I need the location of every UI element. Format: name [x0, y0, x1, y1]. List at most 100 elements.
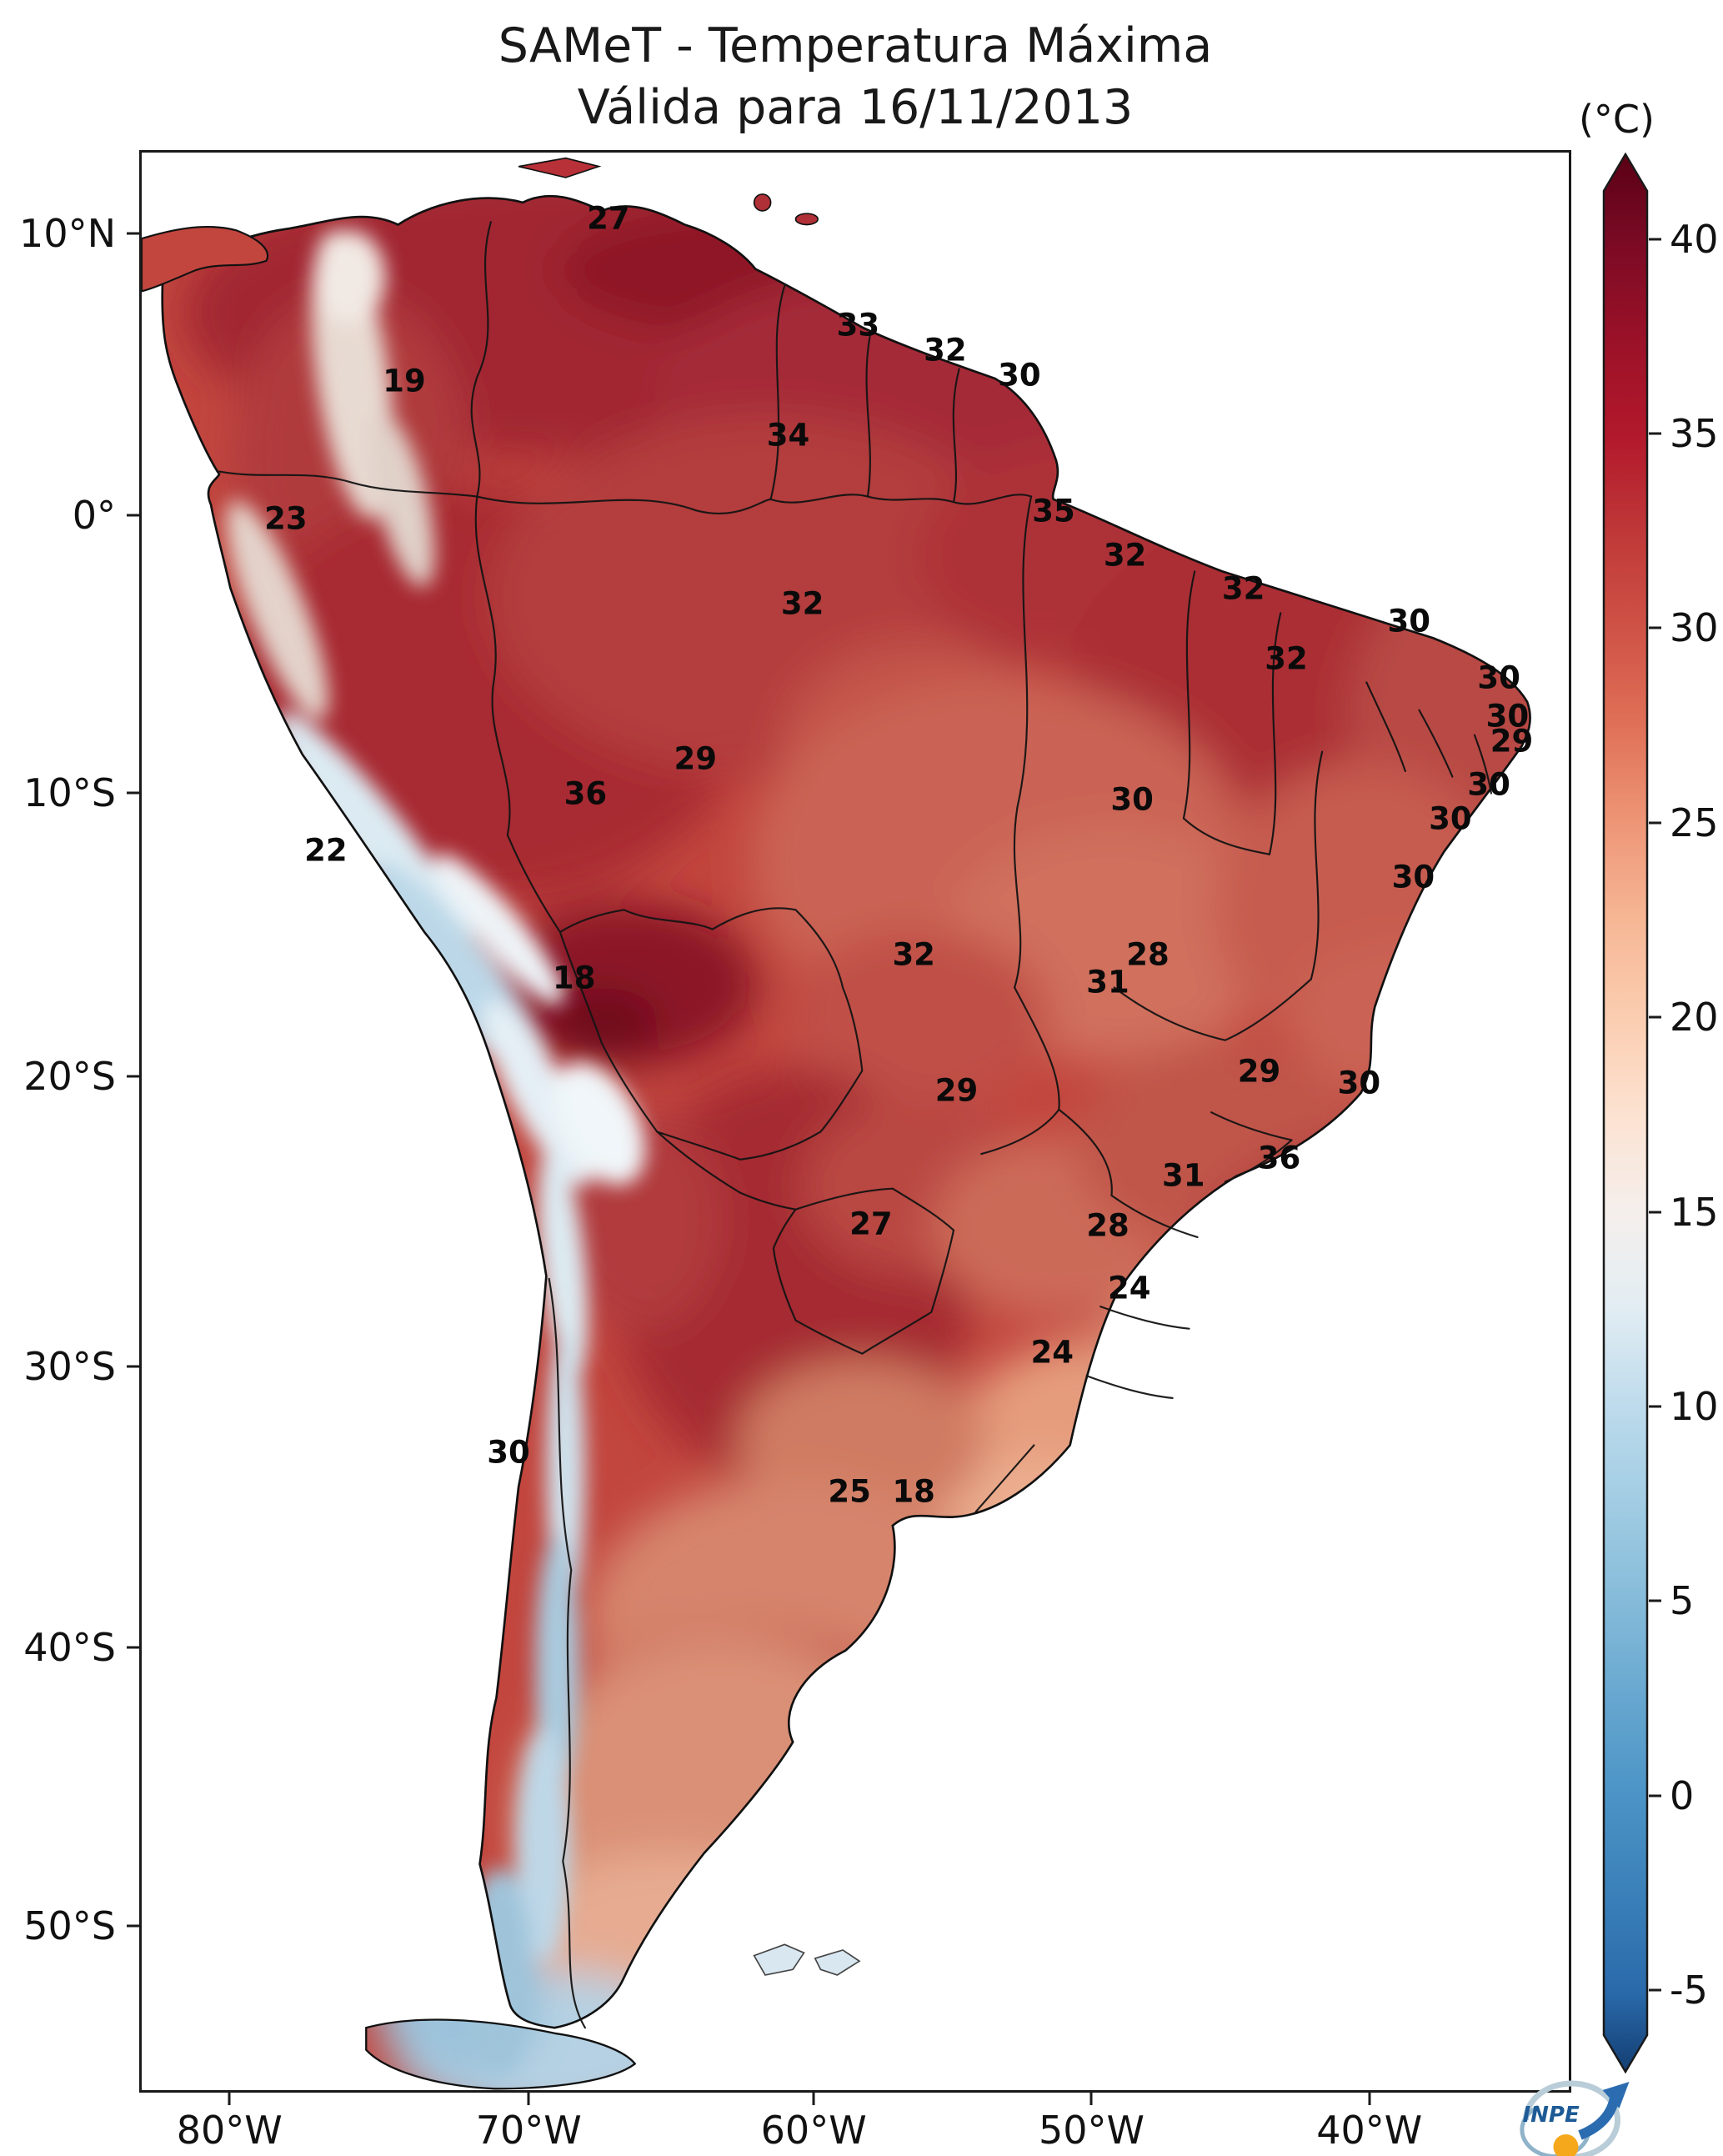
lat-tick-label: 50°S [23, 1903, 116, 1948]
lon-tick-label: 40°W [1316, 2108, 1423, 2153]
tierra-del-fuego-coastline [365, 2018, 637, 2090]
temperature-label: 30 [998, 357, 1041, 394]
temperature-label: 29 [934, 1072, 979, 1109]
temperature-label: 32 [1221, 570, 1265, 607]
temperature-label: 32 [780, 585, 824, 622]
south-america-coastline [161, 194, 1531, 2029]
colorbar-tick-mark [1649, 821, 1661, 825]
temperature-label: 30 [1429, 800, 1472, 837]
lon-tick-mark [1368, 2093, 1371, 2105]
title-line-1: SAMeT - Temperatura Máxima [498, 18, 1213, 73]
colorbar-tick-label: -5 [1670, 1968, 1708, 2013]
lat-tick-mark [127, 791, 139, 795]
temperature-label: 29 [1237, 1053, 1281, 1090]
lon-tick-label: 60°W [760, 2108, 867, 2153]
temperature-label: 22 [304, 832, 348, 869]
temperature-label: 34 [766, 417, 810, 454]
lon-tick-mark [527, 2093, 530, 2105]
temperature-label: 30 [1387, 603, 1431, 639]
temperature-label: 30 [1110, 781, 1154, 818]
colorbar-tick-label: 20 [1670, 995, 1719, 1040]
temperature-label: 24 [1107, 1270, 1151, 1306]
colorbar-tick-mark [1649, 626, 1661, 629]
lon-tick-mark [812, 2093, 815, 2105]
temperature-label: 36 [563, 775, 608, 812]
colorbar-tick-label: 0 [1670, 1772, 1695, 1818]
figure-title: SAMeT - Temperatura Máxima Válida para 1… [139, 15, 1571, 138]
colorbar-tick-mark [1649, 1405, 1661, 1408]
temperature-label: 33 [836, 307, 880, 343]
longitude-axis: 80°W 70°W 60°W 50°W 40°W [139, 2093, 1571, 2156]
falkland-island-west [753, 1943, 805, 1976]
temperature-label: 31 [1162, 1157, 1205, 1194]
colorbar-tick-label: 5 [1670, 1578, 1695, 1624]
temperature-label: 19 [383, 363, 426, 399]
lat-tick-mark [127, 1075, 139, 1078]
colorbar-tick-label: 25 [1670, 800, 1719, 845]
temperature-label: 30 [1467, 766, 1510, 803]
falkland-island-east [814, 1949, 861, 1976]
temperature-label: 28 [1086, 1207, 1129, 1244]
lat-tick-label: 0° [72, 493, 116, 539]
colorbar-gradient [1602, 152, 1649, 2074]
colorbar-tick-label: 15 [1670, 1189, 1719, 1235]
colorbar-tick-mark [1649, 1211, 1661, 1214]
temperature-label: 27 [587, 200, 630, 237]
temperature-labels-layer: 27 33 32 30 19 34 23 35 32 32 30 32 30 30 29 32 29 36 30 30… [142, 153, 1569, 2090]
inpe-logo: INPE [1499, 2055, 1645, 2156]
colorbar-tick-label: 40 [1670, 216, 1719, 262]
country-state-borders [218, 221, 1493, 2029]
lat-tick-label: 40°S [23, 1625, 116, 1671]
temperature-label: 36 [1257, 1140, 1301, 1176]
temperature-label: 29 [674, 740, 718, 777]
colorbar-tick-label: 30 [1670, 605, 1719, 651]
panama-landmass [142, 225, 269, 293]
lon-tick-mark [228, 2093, 231, 2105]
temperature-label: 28 [1126, 936, 1170, 973]
lat-tick-label: 20°S [23, 1054, 116, 1100]
colorbar-tick-label: 10 [1670, 1384, 1719, 1430]
temperature-label: 27 [849, 1206, 893, 1242]
trinidad-island [753, 193, 772, 212]
colorbar-unit-label: (°C) [1578, 97, 1655, 142]
temperature-label: 32 [892, 936, 935, 973]
temperature-label: 30 [1337, 1065, 1381, 1101]
colorbar [1602, 152, 1649, 2074]
lat-tick-mark [127, 232, 139, 235]
inpe-logo-text: INPE [1523, 2103, 1580, 2128]
colorbar-tick-label: 35 [1670, 411, 1719, 457]
temperature-label: 18 [892, 1473, 935, 1510]
inpe-logo-graphic: INPE [1520, 2080, 1630, 2156]
colorbar-ticks: 40 35 30 25 20 15 10 5 0 -5 [1649, 153, 1723, 2073]
temperature-label: 31 [1086, 964, 1129, 1000]
temperature-label: 35 [1032, 493, 1075, 529]
colorbar-tick-mark [1649, 432, 1661, 435]
lat-tick-label: 30°S [23, 1343, 116, 1389]
lat-tick-mark [127, 514, 139, 517]
colorbar-tick-mark [1649, 1599, 1661, 1602]
temperature-label: 24 [1030, 1334, 1074, 1371]
lat-tick-mark [127, 1646, 139, 1649]
temperature-label: 32 [1103, 537, 1147, 574]
colorbar-tick-mark [1649, 1794, 1661, 1798]
temperature-label: 29 [1490, 723, 1534, 760]
temperature-label: 18 [552, 960, 596, 996]
temperature-label: 32 [1265, 640, 1308, 677]
colorbar-tick-mark [1649, 238, 1661, 241]
south-america-temperature-map [142, 157, 1531, 2090]
lon-tick-label: 80°W [176, 2108, 283, 2153]
lat-tick-label: 10°S [23, 770, 116, 816]
temperature-label: 32 [924, 332, 967, 369]
title-line-2: Válida para 16/11/2013 [577, 80, 1134, 136]
temperature-label: 30 [1391, 859, 1435, 895]
colorbar-tick-mark [1649, 1988, 1661, 1992]
lat-tick-mark [127, 1365, 139, 1368]
lon-tick-label: 50°W [1038, 2108, 1144, 2153]
caribbean-island [518, 157, 602, 178]
map-plot-area: 27 33 32 30 19 34 23 35 32 32 30 32 30 30 29 32 29 36 30 30… [139, 150, 1630, 2156]
temperature-label: 23 [264, 500, 308, 537]
temperature-label: 30 [487, 1434, 530, 1471]
temperature-label: 30 [1477, 659, 1520, 696]
colorbar-tick-mark [1649, 1015, 1661, 1019]
